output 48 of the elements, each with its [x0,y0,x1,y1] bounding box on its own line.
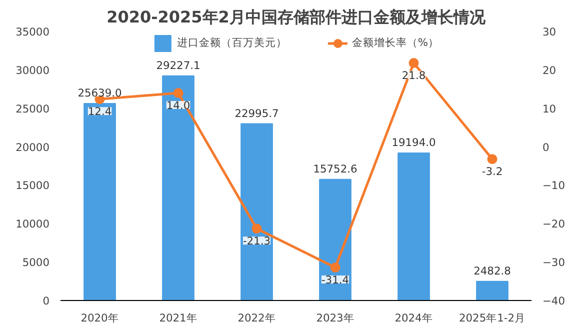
data-label: -21.3 [242,234,271,248]
data-label: 19194.0 [392,136,436,149]
y-tick-label: 30000 [16,64,50,77]
bar [84,102,116,300]
y2-tick-label: 0 [542,140,550,154]
x-tick-label: 2021年 [159,312,198,324]
bar [476,280,508,300]
legend-label: 进口金额（百万美元） [176,36,287,50]
x-tick-label: 2025年1-2月 [458,312,526,324]
point [330,262,340,272]
y-tick-label: 15000 [16,179,50,192]
y2-tick-label: 10 [542,102,556,116]
y2-tick-label: −30 [542,256,566,270]
y-tick-label: 35000 [16,26,50,38]
bar [319,178,352,300]
point [487,154,498,164]
x-tick-label: 2024年 [394,312,433,324]
x-tick-label: 2023年 [316,312,354,324]
data-label: -3.2 [482,165,503,178]
y-tick-label: 20000 [16,140,50,154]
y2-tick-label: 30 [542,26,556,38]
data-label: 14.0 [166,98,190,112]
data-label: 15752.6 [313,162,358,176]
point [173,88,184,98]
y2-tick-label: −20 [542,218,566,231]
point [252,224,262,234]
y-tick-label: 0 [42,294,50,308]
bar [398,152,430,300]
chart-title: 2020-2025年2月中国存储部件进口金额及增长情况 [106,8,486,26]
data-label: 21.8 [402,69,426,82]
y-tick-label: 10000 [16,218,50,231]
data-label: 22995.7 [234,106,279,120]
data-label: 25639.0 [78,86,122,100]
y2-tick-label: −40 [542,294,566,308]
y2-tick-label: −10 [542,179,566,192]
bar [240,123,273,300]
y2-tick-label: 20 [542,64,556,77]
legend-label: 金额增长率（%） [352,36,440,50]
data-label: 2482.8 [474,264,512,278]
y-tick-label: 5000 [22,256,50,270]
data-label: 12.4 [88,105,112,118]
x-tick-label: 2020年 [80,312,119,324]
point [408,58,419,68]
x-tick-label: 2022年 [238,312,276,324]
data-label: 29227.1 [156,58,200,72]
bar [162,75,194,300]
data-label: -31.4 [321,273,350,286]
y-tick-label: 25000 [16,102,50,116]
